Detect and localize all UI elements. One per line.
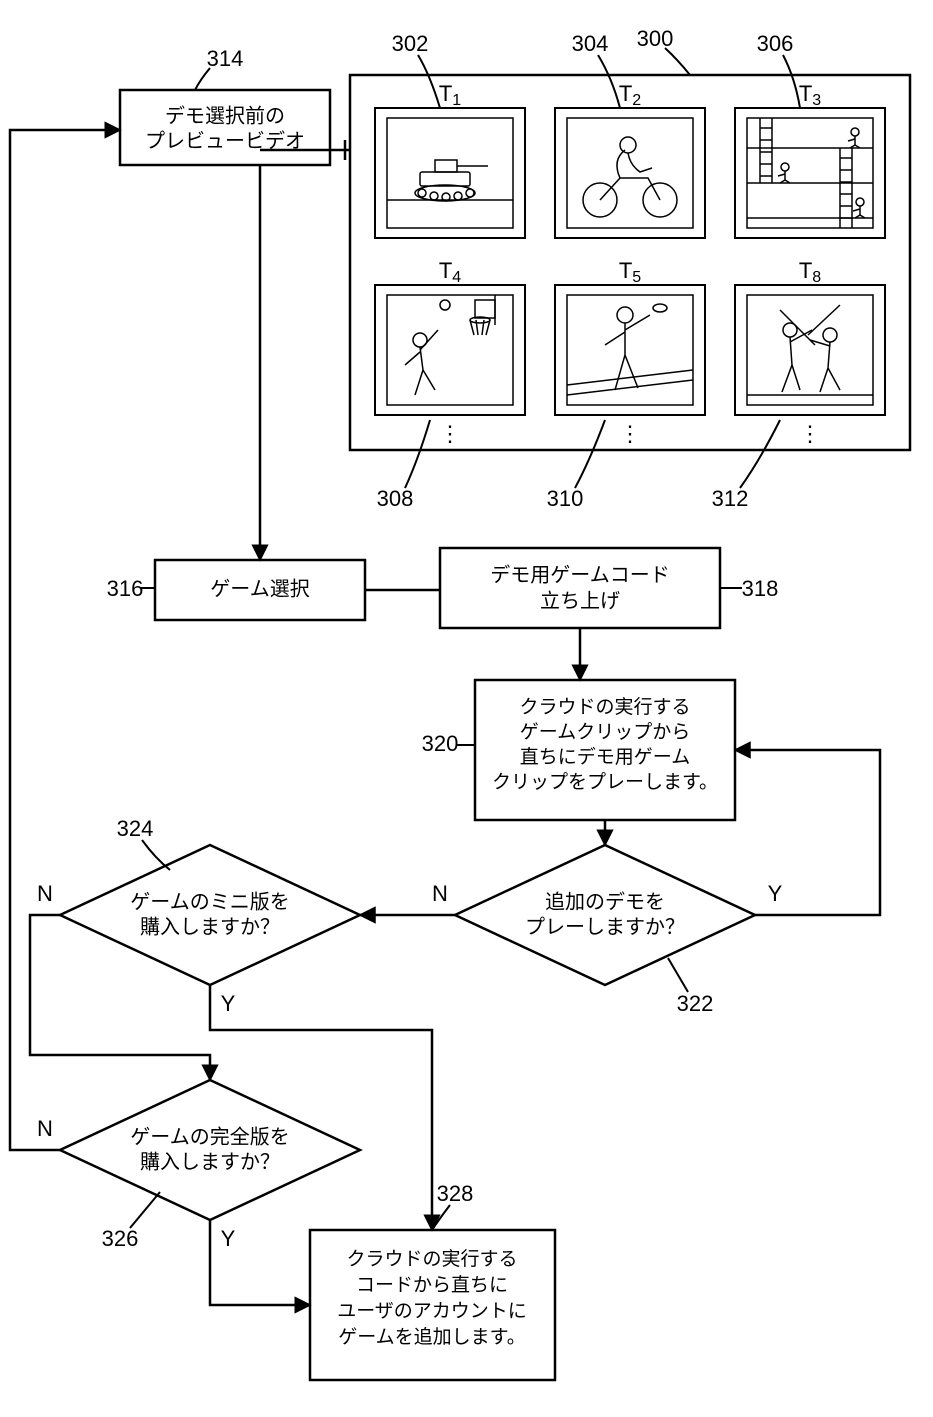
ref-320: 320 — [422, 731, 459, 756]
ref-312: 312 — [712, 486, 749, 511]
decision-322-line2: プレーしますか？ — [525, 916, 685, 938]
ref-304: 304 — [572, 31, 609, 56]
ellipsis-icon: ⋮ — [799, 421, 821, 446]
node-316-game-select: ゲーム選択 — [155, 560, 365, 620]
node-328-line1: クラウドの実行する — [346, 1248, 517, 1270]
node-318-line1: デモ用ゲームコード — [490, 563, 669, 586]
ref-300: 300 — [637, 26, 674, 51]
decision-324-buy-mini: ゲームのミニ版を 購入しますか？ — [60, 845, 360, 985]
node-314-line1: デモ選択前の — [165, 104, 285, 127]
decision-324-line1: ゲームのミニ版を — [130, 890, 289, 913]
decision-326-line2: 購入しますか？ — [140, 1150, 280, 1173]
node-320-line1: クラウドの実行する — [519, 696, 690, 718]
ref-302: 302 — [392, 31, 429, 56]
node-328-add-game: クラウドの実行する コードから直ちに ユーザのアカウントに ゲームを追加します。 — [310, 1230, 555, 1380]
ref-326: 326 — [102, 1226, 139, 1251]
node-320-line4: クリップをプレーします。 — [492, 771, 718, 793]
ref-322: 322 — [677, 991, 714, 1016]
ref-314: 314 — [207, 46, 244, 71]
node-328-line4: ゲームを追加します。 — [338, 1326, 526, 1348]
node-328-line3: ユーザのアカウントに — [337, 1301, 527, 1322]
decision-326-buy-full: ゲームの完全版を 購入しますか？ — [60, 1080, 360, 1220]
edge-324-yes-label: Y — [221, 991, 236, 1016]
ref-318: 318 — [742, 576, 779, 601]
ref-328: 328 — [437, 1181, 474, 1206]
ellipsis-icon: ⋮ — [439, 421, 461, 446]
decision-322-line1: 追加のデモを — [545, 890, 665, 913]
edge-326-no-loop — [10, 130, 120, 1150]
ref-308: 308 — [377, 486, 414, 511]
node-318-line2: 立ち上げ — [540, 589, 620, 612]
ref-306: 306 — [757, 31, 794, 56]
decision-324-line2: 購入しますか？ — [140, 915, 280, 938]
edge-322-yes-label: Y — [768, 881, 783, 906]
decision-322-play-more-demo: 追加のデモを プレーしますか？ — [455, 845, 755, 985]
node-320-line3: 直ちにデモ用ゲーム — [520, 746, 690, 768]
edge-322-no-label: N — [432, 881, 448, 906]
node-314-preview-video: デモ選択前の プレビュービデオ — [120, 90, 330, 165]
edge-326-yes-label: Y — [221, 1226, 236, 1251]
edge-326-no-label: N — [37, 1116, 53, 1141]
node-328-line2: コードから直ちに — [356, 1274, 508, 1296]
ref-324: 324 — [117, 816, 154, 841]
node-316-line1: ゲーム選択 — [210, 577, 309, 600]
ref-316: 316 — [107, 576, 144, 601]
ref-310: 310 — [547, 486, 584, 511]
node-320-line2: ゲームクリップから — [520, 721, 690, 743]
decision-326-line1: ゲームの完全版を — [130, 1125, 289, 1148]
node-318-launch-demo: デモ用ゲームコード 立ち上げ — [440, 548, 720, 628]
node-320-play-demo-clip: クラウドの実行する ゲームクリップから 直ちにデモ用ゲーム クリップをプレーしま… — [475, 680, 735, 820]
ellipsis-icon: ⋮ — [619, 421, 641, 446]
edge-322-yes-loop — [735, 750, 880, 915]
edge-324-no-label: N — [37, 881, 53, 906]
